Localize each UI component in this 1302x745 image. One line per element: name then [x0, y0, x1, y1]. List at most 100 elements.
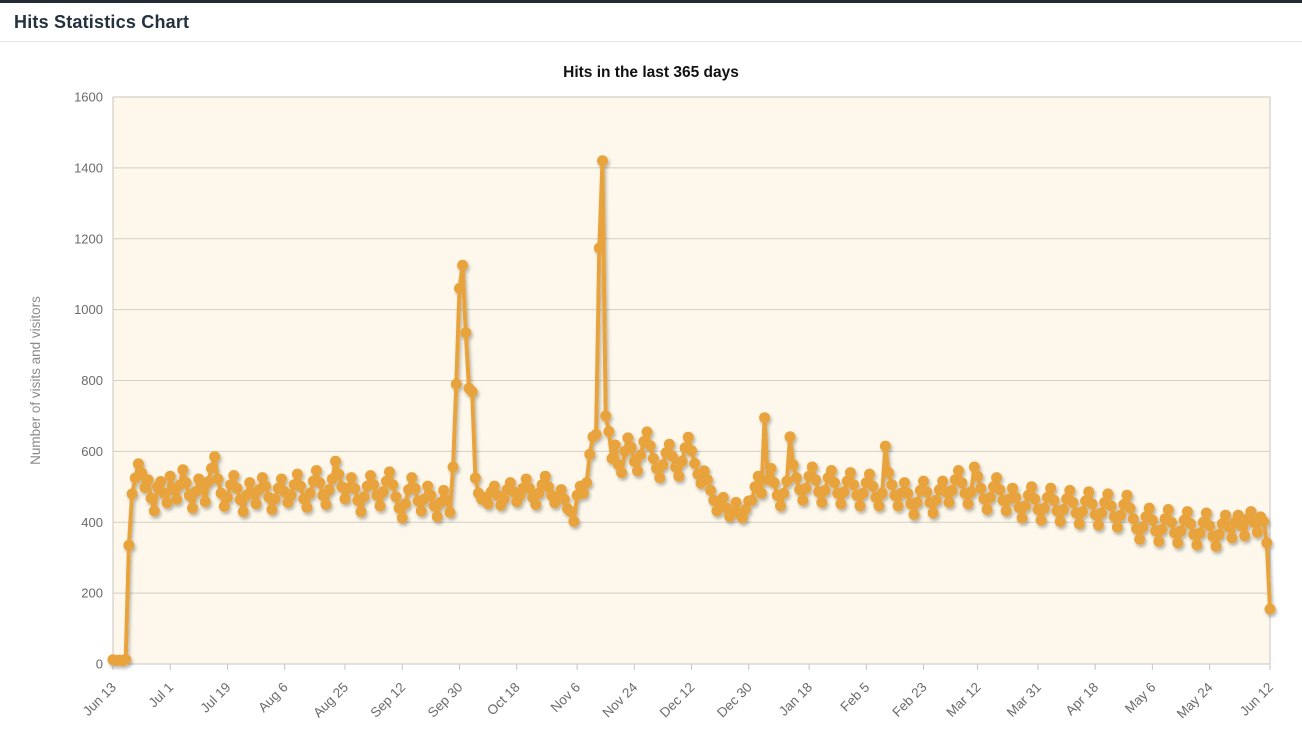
data-point [937, 475, 949, 487]
data-point [285, 489, 297, 501]
data-point [543, 481, 554, 493]
y-axis-title: Number of visits and visitors [28, 296, 43, 465]
data-point [797, 494, 809, 506]
data-point [1175, 525, 1187, 537]
data-point [1220, 509, 1231, 521]
data-point [616, 467, 628, 479]
x-tick-label: Aug 6 [255, 680, 291, 716]
data-point [879, 440, 891, 452]
data-point [682, 431, 694, 443]
data-point [857, 487, 869, 499]
data-point [1121, 489, 1133, 501]
x-tick-label: Oct 18 [484, 680, 523, 719]
data-point [365, 470, 376, 481]
data-point [158, 487, 170, 499]
data-point [886, 479, 898, 491]
data-point [1204, 520, 1216, 532]
data-point [835, 498, 847, 510]
x-tick-label: Mar 31 [1004, 680, 1044, 720]
data-point [368, 479, 380, 491]
data-point [1239, 530, 1251, 542]
data-point [1153, 535, 1165, 547]
data-point [1007, 482, 1018, 494]
data-point [717, 491, 729, 503]
data-point [171, 493, 183, 505]
data-point [310, 465, 322, 476]
data-point [498, 493, 510, 505]
data-point [1245, 506, 1257, 518]
data-point [1048, 494, 1060, 506]
data-point [1124, 502, 1136, 514]
data-point [301, 501, 313, 513]
y-tick-label: 1000 [74, 302, 103, 317]
data-point [1086, 498, 1098, 510]
data-point [981, 504, 993, 515]
data-point [202, 476, 214, 487]
data-point [123, 539, 135, 551]
x-tick-label: Sep 30 [425, 680, 466, 721]
data-point [686, 445, 697, 457]
data-point [810, 474, 821, 486]
data-point [1235, 520, 1247, 532]
data-point [136, 467, 148, 479]
data-point [1000, 505, 1012, 517]
data-point [314, 477, 326, 489]
data-point [454, 282, 465, 294]
data-point [1083, 486, 1095, 498]
data-point [469, 472, 481, 484]
data-point [829, 477, 840, 489]
data-point [1258, 516, 1270, 527]
data-point [196, 483, 208, 495]
data-point [883, 467, 895, 479]
data-point [358, 491, 370, 503]
data-point [994, 484, 1006, 496]
data-point [120, 653, 132, 665]
data-point [736, 512, 748, 524]
y-tick-label: 1600 [74, 90, 103, 105]
data-point [1146, 514, 1158, 526]
data-point [295, 480, 306, 492]
data-point [260, 480, 272, 492]
data-point [218, 500, 230, 512]
x-tick-label: Jul 19 [197, 680, 233, 716]
data-point [396, 512, 408, 524]
data-point [415, 505, 427, 517]
data-point [600, 410, 612, 422]
data-point [482, 498, 494, 510]
data-point [132, 458, 144, 470]
data-point [775, 500, 786, 512]
data-point [244, 477, 256, 489]
data-point [320, 499, 332, 510]
data-point [126, 488, 138, 500]
hits-series [107, 155, 1276, 667]
data-point [746, 494, 758, 506]
x-tick-label: Mar 12 [943, 680, 983, 720]
data-point [221, 491, 233, 503]
data-point [231, 482, 243, 494]
data-point [237, 506, 249, 518]
data-point [1035, 514, 1047, 526]
page-title: Hits Statistics Chart [14, 11, 190, 32]
y-tick-label: 800 [81, 373, 103, 388]
x-tick-label: Aug 25 [310, 680, 351, 721]
x-tick-label: Jul 1 [146, 680, 177, 711]
data-point [1029, 493, 1041, 505]
data-point [520, 473, 532, 485]
data-point [622, 432, 634, 444]
data-point [447, 461, 459, 473]
data-point [1162, 504, 1174, 515]
data-point [1194, 527, 1206, 539]
data-point [730, 496, 742, 508]
data-point [539, 470, 551, 482]
data-point [180, 477, 192, 489]
data-point [892, 500, 904, 512]
hits-chart-card: 0 200 400 600 800 1000 1200 1400 1600 Jun 13 Jul 1… [0, 42, 1302, 745]
chart-title: Hits in the last 365 days [563, 64, 739, 81]
data-point [848, 479, 860, 491]
data-point [330, 455, 341, 467]
data-point [676, 455, 688, 467]
data-point [399, 498, 411, 510]
data-point [647, 453, 659, 464]
data-point [1102, 488, 1114, 500]
